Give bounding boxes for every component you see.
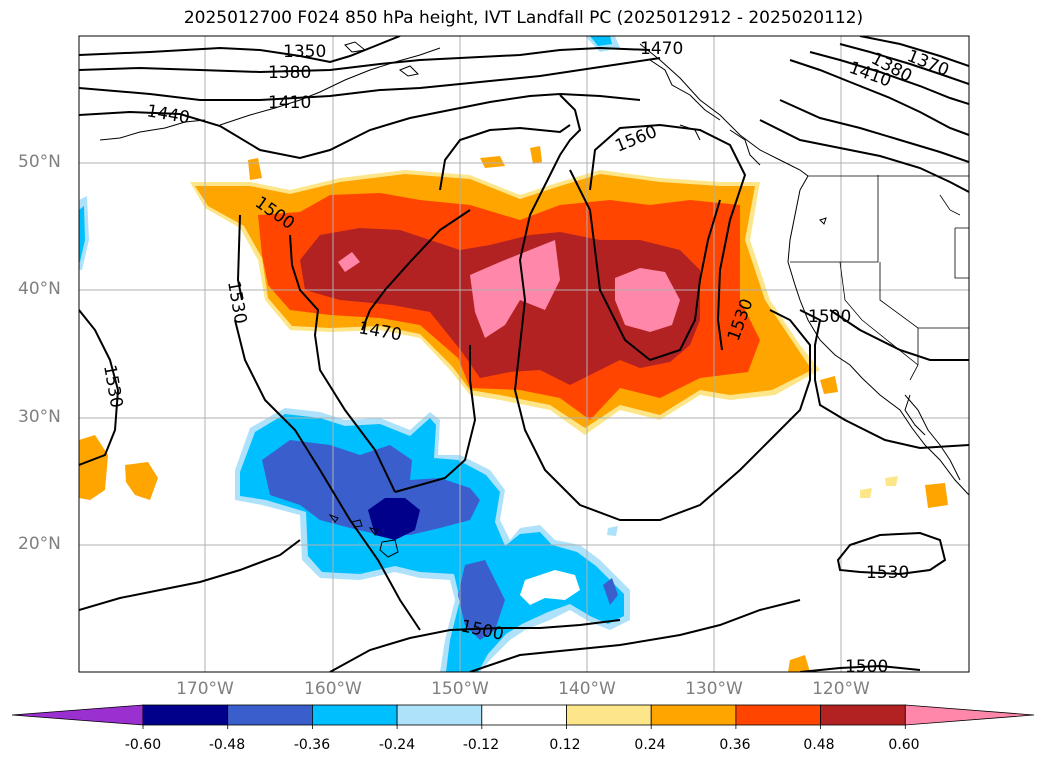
colorbar-extension-high [904, 704, 1035, 726]
coastlines [99, 41, 969, 558]
colorbar-tick-label: 0.36 [719, 737, 751, 753]
colorbar-segment [566, 704, 652, 726]
borders [790, 175, 969, 381]
colorbar-segment [820, 704, 906, 726]
colorbar-tick-label: -0.60 [124, 737, 162, 753]
contour-label: 1470 [640, 39, 683, 59]
colorbar-tick-label: -0.12 [462, 737, 500, 753]
height-contours [79, 36, 969, 672]
colorbar-tick-label: 0.48 [803, 737, 835, 753]
contour-label: 1530 [866, 563, 909, 583]
map-title: 2025012700 F024 850 hPa height, IVT Land… [183, 8, 864, 28]
colorbar [11, 704, 1035, 729]
contour-label: 1500 [845, 657, 888, 677]
lon-label-120w: 120°W [812, 679, 870, 699]
contour-label: 1500 [808, 307, 851, 327]
colorbar-segment [311, 704, 398, 726]
colorbar-extension-low [11, 704, 144, 726]
ivt-negative-field [79, 36, 630, 672]
lon-label-150w: 150°W [431, 679, 489, 699]
colorbar-tick-label: -0.36 [293, 737, 331, 753]
lon-label-130w: 130°W [685, 679, 743, 699]
contour-label: 1380 [268, 63, 311, 83]
lat-label-30n: 30°N [18, 407, 61, 427]
colorbar-segment [735, 704, 822, 726]
contour-label: 1350 [283, 42, 326, 62]
lat-label-40n: 40°N [18, 279, 61, 299]
lon-label-170w: 170°W [176, 679, 234, 699]
colorbar-tick-label: -0.24 [378, 737, 416, 753]
lon-label-160w: 160°W [304, 679, 362, 699]
colorbar-segment [481, 704, 567, 726]
colorbar-tick-label: 0.12 [549, 737, 581, 753]
colorbar-segment [227, 704, 313, 726]
colorbar-segment [396, 704, 483, 726]
contour-label: 1410 [268, 93, 311, 113]
colorbar-segment [142, 704, 229, 726]
ivt-positive-field [79, 146, 948, 672]
colorbar-tick-label: -0.48 [208, 737, 246, 753]
lat-label-20n: 20°N [18, 534, 61, 554]
map-frame [78, 35, 970, 673]
colorbar-tick-label: 0.24 [634, 737, 666, 753]
colorbar-tick-label: 0.60 [888, 737, 920, 753]
colorbar-segment [650, 704, 737, 726]
lat-label-50n: 50°N [18, 152, 61, 172]
lon-label-140w: 140°W [558, 679, 616, 699]
